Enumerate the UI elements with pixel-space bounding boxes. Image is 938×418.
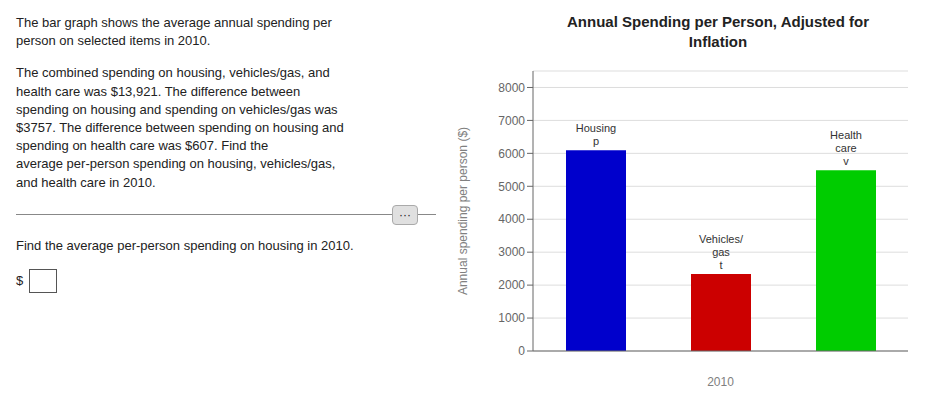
html-text:The bar graph shows the averag: The bar graph shows the average annual s… (16, 15, 332, 49)
html-text:Find the average per-person sp: Find the average per-person spending on … (16, 237, 354, 253)
svg-text:2010: 2010 (707, 375, 734, 389)
svg-text:Healthcarev: Healthcarev (830, 129, 862, 167)
svg-text:2000: 2000 (498, 278, 525, 292)
html-text:The combined spending on housi: The combined spending on housing, vehicl… (16, 65, 344, 190)
svg-text:7000: 7000 (498, 114, 525, 128)
svg-text:Housingp: Housingp (576, 122, 616, 147)
svg-text:8000: 8000 (498, 81, 525, 95)
svg-text:6000: 6000 (498, 147, 525, 161)
svg-text:0: 0 (518, 344, 525, 358)
svg-text:3000: 3000 (498, 245, 525, 259)
svg-text:5000: 5000 (498, 180, 525, 194)
html-text:Annual Spending per Person, Ad: Annual Spending per Person, Adjusted for… (567, 13, 869, 50)
svg-text:Vehicles/gast: Vehicles/gast (699, 233, 744, 271)
svg-text:4000: 4000 (498, 212, 525, 226)
svg-text:1000: 1000 (498, 311, 525, 325)
svg-text:Annual spending per person ($): Annual spending per person ($) (456, 127, 470, 295)
